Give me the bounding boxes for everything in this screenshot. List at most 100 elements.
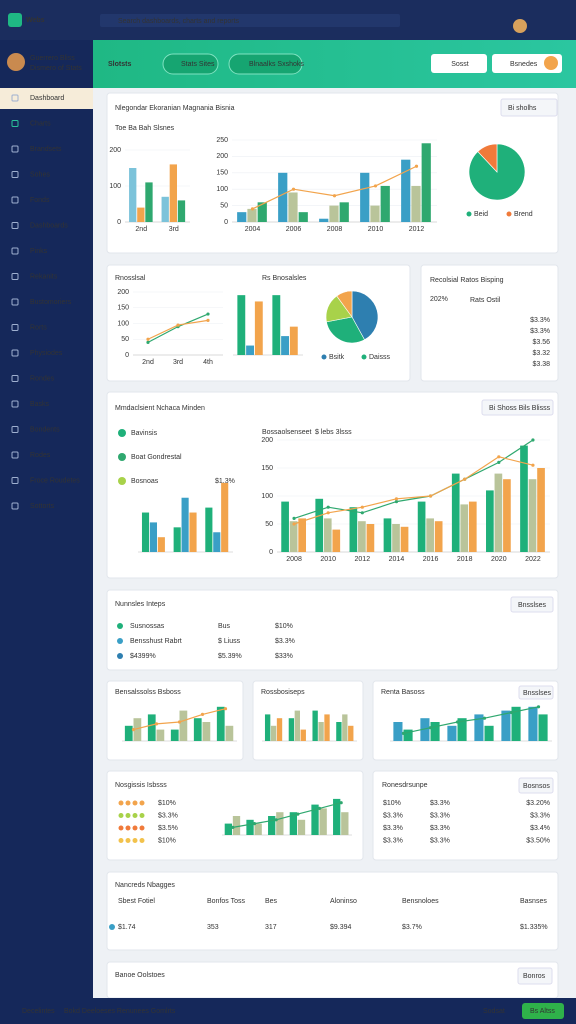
bar: [246, 819, 254, 835]
star: [132, 838, 138, 843]
point: [509, 710, 514, 715]
dropdown[interactable]: [500, 98, 558, 117]
dropdown[interactable]: [518, 777, 554, 794]
stat-value: $1.74: [118, 924, 136, 931]
menu-item[interactable]: Dashboard: [30, 95, 64, 102]
menu-item[interactable]: Sohes: [30, 171, 50, 178]
stat-head: Bensnoloes: [402, 898, 439, 905]
bar: [358, 521, 366, 552]
button[interactable]: [431, 54, 487, 73]
bar: [268, 816, 276, 835]
rating: $10%: [158, 800, 176, 807]
footer-button[interactable]: Bs Altss: [530, 1008, 555, 1015]
bar: [451, 473, 460, 552]
bar: [468, 501, 477, 552]
dropdown[interactable]: [510, 596, 554, 613]
cell: $3.3%: [383, 837, 403, 844]
footer-button[interactable]: Sodsat: [483, 1008, 505, 1015]
bar: [224, 823, 233, 835]
cell: $3.3%: [430, 812, 450, 819]
star: [132, 825, 138, 831]
menu-item[interactable]: Brandsets: [30, 146, 62, 153]
star: [139, 825, 145, 831]
menu-item[interactable]: Physiodes: [30, 350, 63, 357]
dropdown[interactable]: [518, 685, 554, 700]
bar: [520, 445, 528, 552]
bar: [145, 182, 153, 222]
bar: [501, 710, 511, 741]
cell: $3.3%: [530, 812, 550, 819]
footer-mid: Bokd Deeloeses Renunees Gomlrts: [64, 1008, 176, 1015]
dropdown-label[interactable]: Bnsslses: [518, 602, 547, 609]
menu-item[interactable]: Dashboards: [30, 222, 68, 229]
button[interactable]: [492, 54, 562, 73]
button-label[interactable]: Bsnedes: [510, 61, 538, 68]
menu-item[interactable]: Rorts: [30, 324, 47, 331]
bar: [319, 218, 329, 222]
menu-icon: [11, 375, 19, 382]
dropdown-label[interactable]: Bi sholhs: [508, 105, 537, 112]
tab[interactable]: [228, 53, 303, 75]
bar: [170, 729, 179, 741]
bar: [124, 725, 133, 741]
menu-item[interactable]: Froce Roudetes: [30, 477, 80, 484]
dropdown[interactable]: [481, 399, 554, 416]
menu-item[interactable]: Bustomoriers: [30, 299, 72, 306]
tab-label[interactable]: Blnaalks Sxshoks: [249, 61, 304, 68]
card-title: Banoe Oolstoes: [115, 972, 165, 979]
rating: $10%: [158, 837, 176, 844]
page-title: Slotsts: [108, 61, 131, 68]
pie-slice: [477, 143, 498, 173]
menu-item[interactable]: Rodes: [30, 452, 51, 459]
button-label[interactable]: Sosst: [451, 61, 469, 68]
search[interactable]: Search dashboards, charts and reports: [118, 18, 240, 25]
dropdown-label[interactable]: Bosnsos: [523, 783, 550, 790]
dropdown-label[interactable]: Bonros: [523, 973, 546, 980]
tab[interactable]: [162, 53, 219, 75]
card: [372, 770, 559, 861]
menu-item[interactable]: Pinks: [30, 248, 48, 255]
menu-item[interactable]: Fonds: [30, 197, 50, 204]
dropdown-label[interactable]: Bnsslses: [523, 690, 552, 697]
menu-item[interactable]: Bondents: [30, 426, 60, 433]
card-title: Bensalssolss Bsboss: [115, 689, 181, 696]
tab-label[interactable]: Stats Sites: [181, 61, 215, 68]
bar: [169, 164, 177, 222]
footer-cta[interactable]: [522, 1003, 564, 1019]
menu-item[interactable]: Rondes: [30, 375, 55, 382]
bar: [457, 718, 467, 741]
menu-item[interactable]: Basks: [30, 401, 50, 408]
search-box[interactable]: [100, 14, 400, 27]
star: [125, 813, 131, 818]
point: [250, 207, 255, 211]
menu-icon: [11, 120, 19, 127]
x-tick-label: 2008: [286, 556, 302, 563]
bar: [411, 185, 421, 222]
cell: $4399%: [130, 653, 156, 660]
active-item: [0, 88, 93, 109]
star: [139, 800, 145, 806]
y-tick-label: 0: [224, 219, 228, 226]
bar: [339, 202, 349, 222]
card-title: Nlegondar Ekoranian Magnania Bisnia: [115, 105, 235, 112]
menu-item[interactable]: Charts: [30, 120, 51, 127]
bar: [181, 497, 189, 552]
bar: [232, 816, 241, 835]
menu-item[interactable]: Rekanits: [30, 273, 58, 280]
footer-left: Decelintes: [22, 1008, 55, 1015]
bar: [257, 202, 267, 222]
rating: $3.5%: [158, 825, 178, 832]
cell: $3.50%: [526, 837, 550, 844]
x-tick-label: 2022: [525, 556, 541, 563]
bar: [447, 725, 457, 741]
menu-item[interactable]: Sottorts: [30, 503, 55, 510]
dropdown[interactable]: [517, 967, 553, 985]
card-title: Renta Basoss: [381, 689, 425, 696]
star: [125, 825, 131, 831]
legend-label: Bosnoas: [131, 478, 159, 485]
y-tick-label: 0: [125, 352, 129, 359]
dropdown-label[interactable]: Bi Shoss Bils Blisss: [489, 405, 551, 412]
bar: [318, 722, 324, 741]
sidebar: [0, 40, 93, 1000]
bar: [315, 498, 324, 552]
